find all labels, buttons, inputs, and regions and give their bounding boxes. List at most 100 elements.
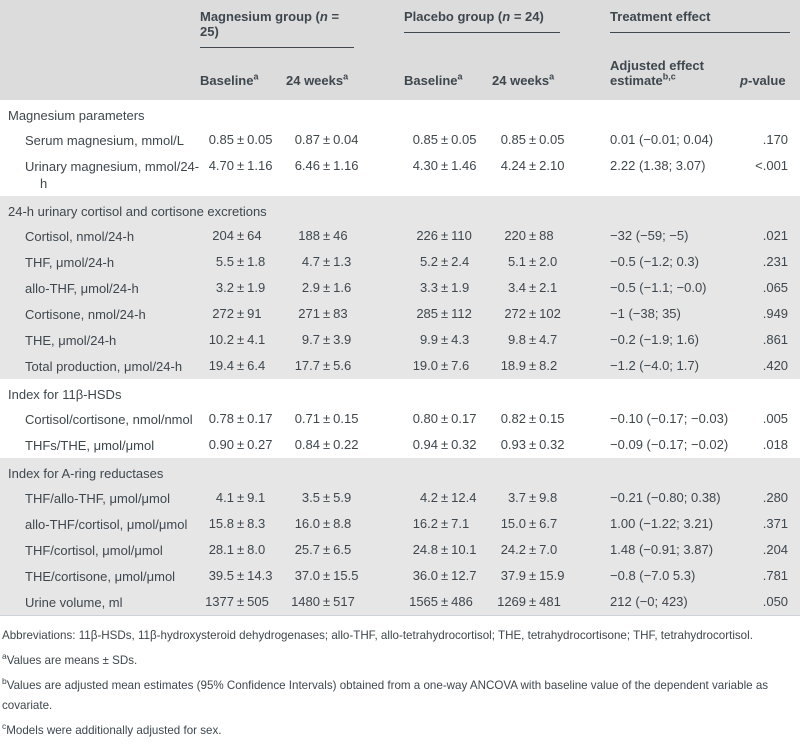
mean-value: 226 xyxy=(416,228,439,243)
section-title: Index for A-ring reductases xyxy=(0,458,800,485)
value-cell: 37.9 ±15.9 xyxy=(492,563,611,589)
mean-value: 16.0 xyxy=(294,516,320,531)
mean-value: 24.2 xyxy=(500,542,527,557)
group-header: Placebo group (n = 24) xyxy=(404,0,611,48)
section-header-row: Index for A-ring reductases xyxy=(0,458,800,485)
sd-value: 505 xyxy=(247,594,269,609)
sd-value: 0.27 xyxy=(247,437,273,452)
mean-value: 5.5 xyxy=(215,254,234,269)
value-cell: 6.46 ±1.16 xyxy=(286,153,404,196)
mean-value: 0.87 xyxy=(294,132,320,147)
plus-minus: ± xyxy=(441,228,449,243)
sd-value: 7.0 xyxy=(539,542,558,557)
table-row: Serum magnesium, mmol/L 0.85 ±0.05 0.87 ±0.0… xyxy=(0,127,800,153)
p-value-cell: .781 xyxy=(740,563,800,589)
effect-estimate-cell: −0.09 (−0.17; −0.02) xyxy=(610,437,729,452)
mean-value: 9.7 xyxy=(301,332,320,347)
plus-minus: ± xyxy=(237,158,245,173)
row-label: allo-THF/cortisol, μmol/μmol xyxy=(0,511,200,537)
plus-minus: ± xyxy=(529,594,537,609)
mean-value: 4.24 xyxy=(500,158,527,173)
plus-minus: ± xyxy=(323,542,331,557)
value-cell: 3.2 ±1.9 xyxy=(200,275,286,301)
value-cell: 0.85 ±0.05 xyxy=(200,127,286,153)
table-row: Urine volume, ml 1377 ±505 1480 ±517 1565 ±486… xyxy=(0,589,800,616)
table-row: THE, μmol/24-h 10.2 ±4.1 9.7 ±3.9 9.9 ±4.3 9.8 ±… xyxy=(0,327,800,353)
sd-value: 1.46 xyxy=(451,158,477,173)
sd-value: 46 xyxy=(333,228,348,243)
mean-value: 0.85 xyxy=(208,132,234,147)
footnote-superscript: b xyxy=(2,675,7,686)
effect-estimate-cell: 0.01 (−0.01; 0.04) xyxy=(610,132,714,147)
sd-value: 15.9 xyxy=(539,568,565,583)
effect-estimate-cell: −1 (−38; 35) xyxy=(610,301,741,327)
column-header: Baselinea xyxy=(404,48,493,100)
sd-value: 2.4 xyxy=(451,254,470,269)
value-cell: 9.7 ±3.9 xyxy=(286,327,405,353)
plus-minus: ± xyxy=(323,158,331,173)
sd-value: 0.15 xyxy=(333,411,359,426)
sd-value: 6.4 xyxy=(247,358,266,373)
mean-value: 0.80 xyxy=(412,411,439,426)
plus-minus: ± xyxy=(529,437,537,452)
mean-value: 5.2 xyxy=(419,254,439,269)
sd-value: 0.17 xyxy=(247,411,273,426)
sd-value: 0.17 xyxy=(451,411,477,426)
column-header: Baselinea xyxy=(200,48,286,100)
plus-minus: ± xyxy=(441,158,449,173)
sd-value: 8.2 xyxy=(539,358,558,373)
footnote-line: bValues are adjusted mean estimates (95%… xyxy=(2,675,769,712)
sd-value: 8.3 xyxy=(247,516,266,531)
plus-minus: ± xyxy=(441,306,449,321)
value-cell: 28.1 ±8.0 xyxy=(200,537,286,563)
value-cell: 1480 ±517 xyxy=(286,589,405,616)
mean-value: 0.71 xyxy=(294,411,320,426)
plus-minus: ± xyxy=(323,358,331,373)
sd-value: 0.04 xyxy=(333,132,359,147)
header-superscript: a xyxy=(549,71,555,82)
sd-value: 1.8 xyxy=(247,254,266,269)
p-value-cell: .231 xyxy=(740,249,800,275)
value-cell: 0.85 ±0.05 xyxy=(492,127,610,153)
mean-value: 19.0 xyxy=(412,358,439,373)
plus-minus: ± xyxy=(529,280,537,295)
column-header: Adjusted effect estimateb,c xyxy=(610,48,741,100)
sd-value: 91 xyxy=(247,306,262,321)
header-superscript: a xyxy=(457,71,463,82)
mean-value: 9.8 xyxy=(507,332,527,347)
plus-minus: ± xyxy=(237,542,245,557)
sd-value: 481 xyxy=(539,594,561,609)
row-label: Total production, μmol/24-h xyxy=(0,353,200,379)
table-row: allo-THF/cortisol, μmol/μmol 15.8 ±8.3 16.0… xyxy=(0,511,800,537)
plus-minus: ± xyxy=(323,228,331,243)
value-cell: 3.5 ±5.9 xyxy=(286,485,405,511)
sd-value: 12.7 xyxy=(451,568,477,583)
table-row: Total production, μmol/24-h 19.4 ±6.4 17.7 ±… xyxy=(0,353,800,379)
mean-value: 25.7 xyxy=(294,542,320,557)
mean-value: 9.9 xyxy=(419,332,439,347)
sd-value: 14.3 xyxy=(247,568,273,583)
value-cell: 3.4 ±2.1 xyxy=(492,275,611,301)
mean-value: 10.2 xyxy=(208,332,234,347)
effect-estimate-cell: −0.5 (−1.2; 0.3) xyxy=(610,249,741,275)
group-header: Magnesium group (n = 25) xyxy=(200,0,405,48)
plus-minus: ± xyxy=(323,516,331,531)
table-row: THFs/THE, μmol/μmol 0.90 ±0.27 0.84 ±0.22 0.9… xyxy=(0,432,800,458)
value-cell: 15.8 ±8.3 xyxy=(200,511,286,537)
value-cell: 0.93 ±0.32 xyxy=(492,432,610,458)
mean-value: 5.1 xyxy=(507,254,527,269)
value-cell: 18.9 ±8.2 xyxy=(492,353,611,379)
value-cell: 204 ±64 xyxy=(200,223,286,249)
sd-value: 8.0 xyxy=(247,542,266,557)
value-cell: 3.3 ±1.9 xyxy=(404,275,493,301)
mean-value: 3.7 xyxy=(507,490,527,505)
sd-value: 64 xyxy=(247,228,262,243)
italic-n: n xyxy=(502,9,511,24)
plus-minus: ± xyxy=(237,228,245,243)
section-header-row: 24-h urinary cortisol and cortisone excr… xyxy=(0,196,800,223)
footnotes: Abbreviations: 11β-HSDs, 11β-hydroxyster… xyxy=(2,626,800,751)
section-title: 24-h urinary cortisol and cortisone excr… xyxy=(0,196,800,223)
plus-minus: ± xyxy=(529,158,537,173)
mean-value: 4.30 xyxy=(412,158,439,173)
plus-minus: ± xyxy=(529,254,537,269)
